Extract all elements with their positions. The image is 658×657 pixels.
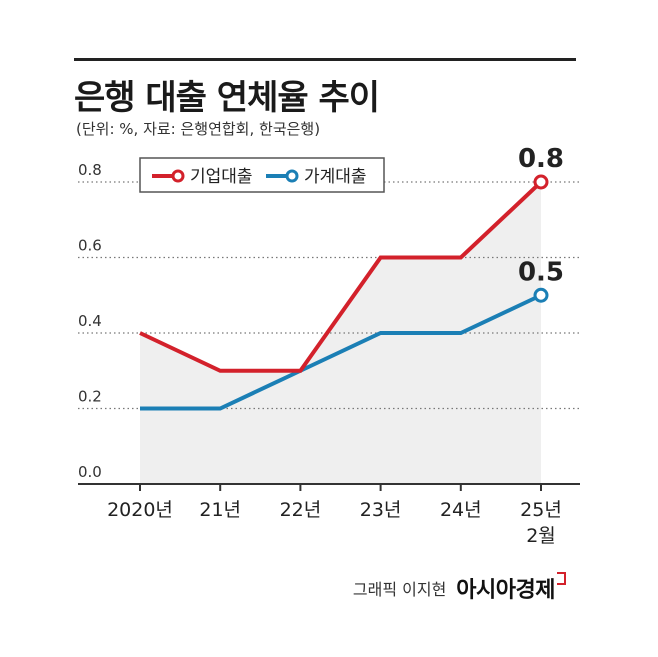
chart-subtitle: (단위: %, 자료: 은행연합회, 한국은행) xyxy=(76,120,321,138)
chart-title: 은행 대출 연체율 추이 xyxy=(74,78,380,118)
y-tick-label: 0.0 xyxy=(78,463,102,481)
x-tick-label: 23년 xyxy=(360,499,402,521)
y-tick-label: 0.6 xyxy=(78,237,102,255)
household-line xyxy=(140,293,542,411)
household-end-marker xyxy=(533,287,549,303)
x-tick-label: 22년 xyxy=(280,499,322,521)
y-tick-label: 0.8 xyxy=(78,161,102,179)
household-legend-marker xyxy=(285,169,299,183)
credit-line: 그래픽 이지현 아시아경제 xyxy=(353,572,566,604)
y-tick-label: 0.4 xyxy=(78,312,102,330)
graphic-credit: 그래픽 이지현 xyxy=(352,580,447,599)
x-tick-label: 2월 xyxy=(526,525,556,547)
corporate-end-label: 0.8 xyxy=(518,144,564,174)
brand-logo: 아시아경제 xyxy=(456,572,566,604)
corporate-legend-marker xyxy=(171,169,185,183)
corporate-legend-label: 기업대출 xyxy=(190,167,253,187)
household-legend-label: 가계대출 xyxy=(304,167,367,187)
corporate-end-marker xyxy=(533,174,549,190)
x-tick-label: 21년 xyxy=(199,499,241,521)
brand-mark-icon xyxy=(557,572,566,585)
x-tick-label: 24년 xyxy=(440,499,482,521)
x-tick-label: 2020년 xyxy=(107,499,173,521)
y-tick-label: 0.2 xyxy=(78,388,102,406)
title-rule xyxy=(74,58,576,61)
x-tick-label: 25년 xyxy=(520,499,562,521)
corporate-line xyxy=(139,180,543,373)
household-end-label: 0.5 xyxy=(518,257,564,287)
